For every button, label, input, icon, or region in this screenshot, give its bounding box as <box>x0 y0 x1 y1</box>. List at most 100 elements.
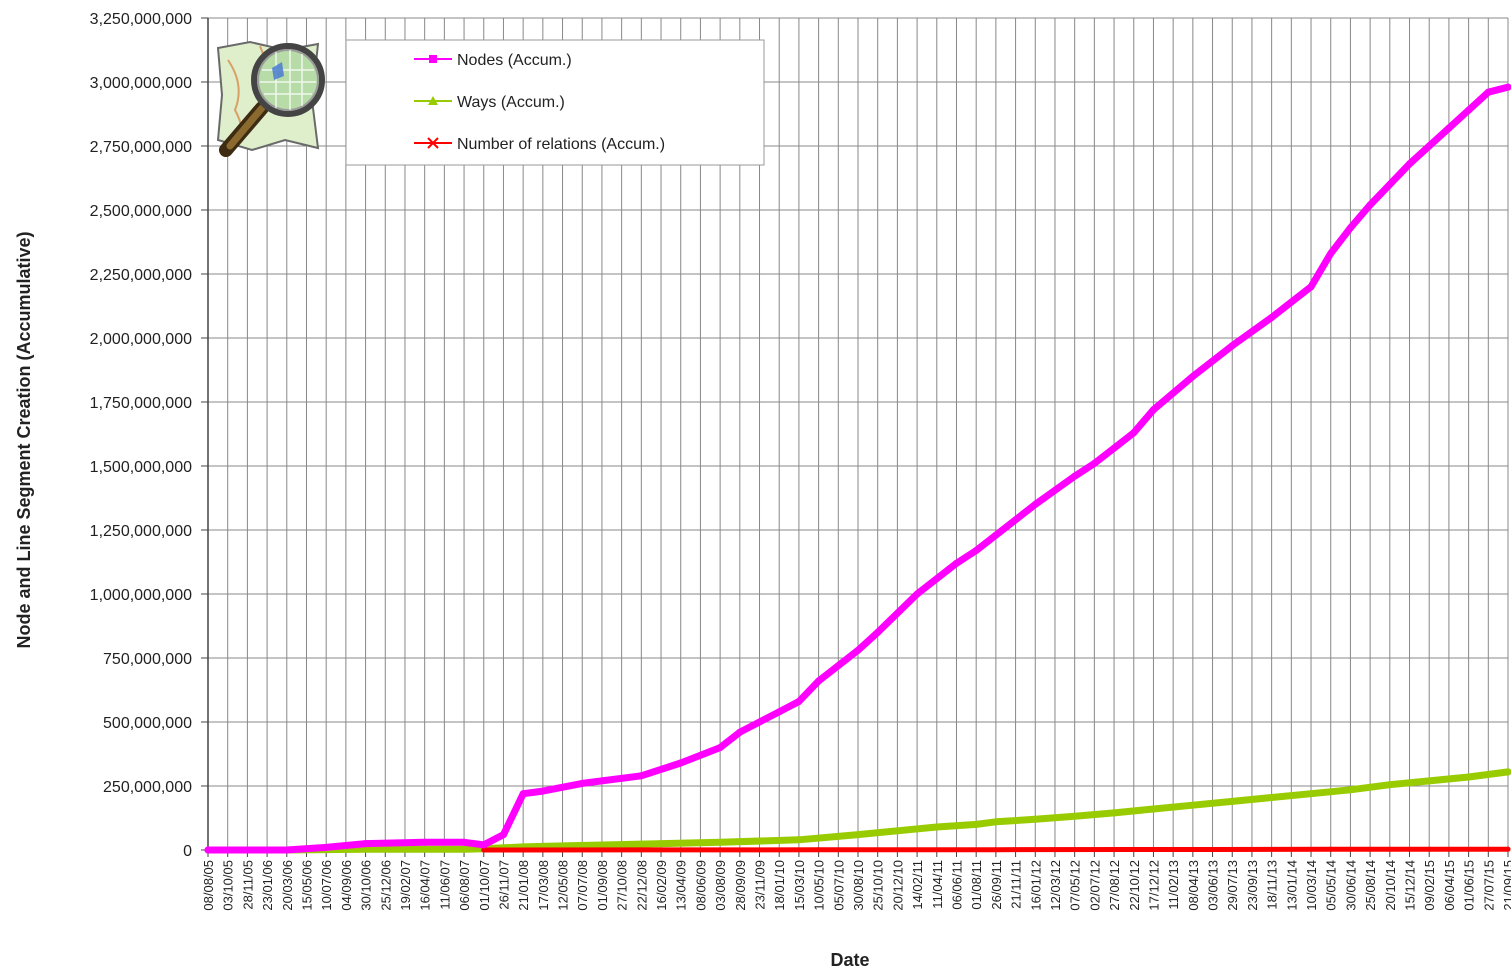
data-point <box>1189 372 1197 380</box>
data-point <box>775 708 783 716</box>
data-point <box>1228 797 1236 805</box>
data-point <box>1307 283 1315 291</box>
x-tick-label: 07/07/08 <box>575 860 590 911</box>
data-point <box>816 847 822 853</box>
y-tick-label: 3,000,000,000 <box>90 75 192 92</box>
y-tick-label: 1,000,000,000 <box>90 587 192 604</box>
x-tick-label: 08/06/09 <box>693 860 708 911</box>
x-tick-label: 27/07/15 <box>1481 860 1496 911</box>
x-tick-label: 11/04/11 <box>930 860 945 909</box>
x-tick-label: 15/03/10 <box>792 860 807 911</box>
y-tick-label: 1,750,000,000 <box>90 395 192 412</box>
data-point <box>874 628 882 636</box>
x-tick-label: 05/05/14 <box>1324 860 1339 911</box>
x-tick-label: 18/01/10 <box>772 860 787 911</box>
data-point <box>1189 801 1197 809</box>
x-tick-label: 23/01/06 <box>260 860 275 911</box>
data-point <box>815 677 823 685</box>
y-tick-label: 2,000,000,000 <box>90 331 192 348</box>
x-tick-label: 21/11/11 <box>1009 860 1024 909</box>
x-tick-label: 10/03/14 <box>1304 860 1319 911</box>
x-tick-label: 26/11/07 <box>496 860 511 910</box>
data-point <box>913 590 921 598</box>
series-lines <box>204 83 1511 854</box>
data-point <box>578 779 586 787</box>
x-tick-label: 25/12/06 <box>378 860 393 911</box>
legend-triangle-marker-icon <box>428 96 438 105</box>
data-point <box>1268 314 1276 321</box>
x-tick-label: 03/06/13 <box>1206 860 1221 911</box>
x-tick-label: 25/10/10 <box>871 860 886 911</box>
data-point <box>1071 472 1079 480</box>
data-point <box>539 787 547 795</box>
y-axis-title: Node and Line Segment Creation (Accumula… <box>14 231 34 648</box>
x-tick-label: 29/07/13 <box>1225 860 1240 911</box>
y-axis-tick-labels: 0 250,000,000 500,000,000 750,000,000 1,000,… <box>90 11 192 860</box>
grid <box>207 17 1509 851</box>
x-tick-label: 10/07/06 <box>319 860 334 911</box>
data-point <box>480 841 488 849</box>
legend-x-marker-icon <box>427 137 439 149</box>
y-tick-label: 0 <box>183 843 192 860</box>
data-point <box>1110 809 1118 817</box>
x-tick-label: 14/02/11 <box>910 860 925 910</box>
data-point <box>1328 846 1334 852</box>
x-tick-label: 15/12/14 <box>1403 860 1418 911</box>
x-tick-label: 27/08/12 <box>1107 860 1122 911</box>
data-point <box>1465 773 1473 781</box>
x-tick-label: 01/10/07 <box>477 860 492 911</box>
data-point <box>1071 812 1079 820</box>
data-point <box>1228 342 1236 350</box>
x-tick-label: 04/09/06 <box>339 860 354 911</box>
data-point <box>716 744 724 752</box>
data-point <box>1150 406 1157 414</box>
y-tick-label: 2,500,000,000 <box>90 203 192 220</box>
data-point <box>1386 781 1394 789</box>
data-point <box>1465 106 1473 114</box>
data-point <box>460 845 468 853</box>
x-tick-label: 25/08/14 <box>1363 860 1378 911</box>
data-point <box>1327 250 1335 257</box>
x-tick-label: 27/10/08 <box>615 860 630 911</box>
data-point <box>854 831 862 839</box>
data-point <box>716 838 724 846</box>
data-point <box>1110 444 1118 452</box>
x-tick-label: 10/05/10 <box>812 860 827 911</box>
data-point <box>1210 847 1215 852</box>
data-point <box>1130 429 1138 437</box>
data-point <box>1504 768 1511 776</box>
data-point <box>460 838 468 846</box>
x-tick-label: 01/08/11 <box>969 860 984 910</box>
data-point <box>795 836 803 844</box>
data-point <box>933 823 941 831</box>
y-tick-label: 750,000,000 <box>103 651 192 668</box>
x-tick-label: 30/10/06 <box>359 860 374 911</box>
data-point <box>992 531 1000 539</box>
x-tick-label: 08/04/13 <box>1186 860 1201 911</box>
data-point <box>519 790 527 798</box>
x-tick-label: 06/06/11 <box>949 860 964 910</box>
data-point <box>953 559 960 567</box>
x-tick-label: 11/06/07 <box>437 860 452 910</box>
data-point <box>893 827 901 835</box>
x-tick-label: 17/12/12 <box>1146 860 1161 911</box>
data-point <box>1504 83 1511 91</box>
x-tick-label: 30/08/10 <box>851 860 866 911</box>
x-tick-label: 12/05/08 <box>556 860 571 911</box>
data-point <box>1425 777 1433 785</box>
data-point <box>1268 794 1276 801</box>
x-tick-label: 20/12/10 <box>890 860 905 911</box>
data-point <box>1150 805 1157 813</box>
data-point <box>1386 180 1394 188</box>
x-tick-label: 20/03/06 <box>280 860 295 911</box>
data-point <box>1484 88 1492 96</box>
x-tick-label: 16/02/09 <box>654 860 669 911</box>
data-point <box>854 646 862 654</box>
x-tick-label: 21/01/08 <box>516 860 531 911</box>
legend-label: Ways (Accum.) <box>457 94 565 111</box>
data-point <box>263 846 271 854</box>
x-tick-label: 05/07/10 <box>831 860 846 911</box>
x-tick-label: 28/11/05 <box>240 860 255 910</box>
x-tick-label: 21/09/15 <box>1501 860 1511 911</box>
